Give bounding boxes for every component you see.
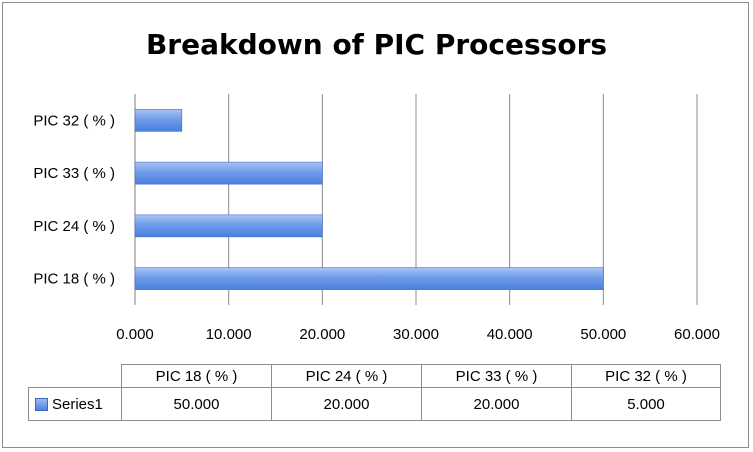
bar [134,161,323,185]
data-table-header: PIC 32 ( % ) [571,364,721,388]
chart-title: Breakdown of PIC Processors [145,28,608,61]
data-table-value: 20.000 [421,387,572,421]
x-tick-label: 10.000 [206,326,252,343]
data-table-series-row: Series1 50.000 20.000 20.000 5.000 [28,387,721,421]
data-table-header-row: PIC 18 ( % ) PIC 24 ( % ) PIC 33 ( % ) P… [29,364,721,388]
data-table-value: 20.000 [271,387,422,421]
bar [134,267,604,290]
y-tick-label: PIC 24 ( % ) [33,218,115,235]
y-tick-label: PIC 32 ( % ) [33,112,115,129]
y-tick-label: PIC 18 ( % ) [33,271,115,288]
data-table-header: PIC 33 ( % ) [421,364,572,388]
data-table-header: PIC 18 ( % ) [121,364,272,388]
data-table-value: 50.000 [121,387,272,421]
data-table-header: PIC 24 ( % ) [271,364,422,388]
data-table: PIC 18 ( % ) PIC 24 ( % ) PIC 33 ( % ) P… [28,364,721,421]
legend-entry: Series1 [28,387,122,421]
x-tick-label: 0.000 [116,326,154,343]
x-tick-label: 20.000 [299,326,345,343]
data-table-corner [29,365,122,388]
legend-swatch-icon [35,398,48,412]
x-tick-label: 30.000 [393,326,439,343]
legend-label: Series1 [52,395,103,413]
bar [134,109,183,132]
data-table-value: 5.000 [571,387,721,421]
x-tick-label: 60.000 [674,326,720,343]
y-tick-label: PIC 33 ( % ) [33,165,115,182]
x-tick-label: 50.000 [580,326,626,343]
bar [134,214,323,238]
x-tick-label: 40.000 [487,326,533,343]
